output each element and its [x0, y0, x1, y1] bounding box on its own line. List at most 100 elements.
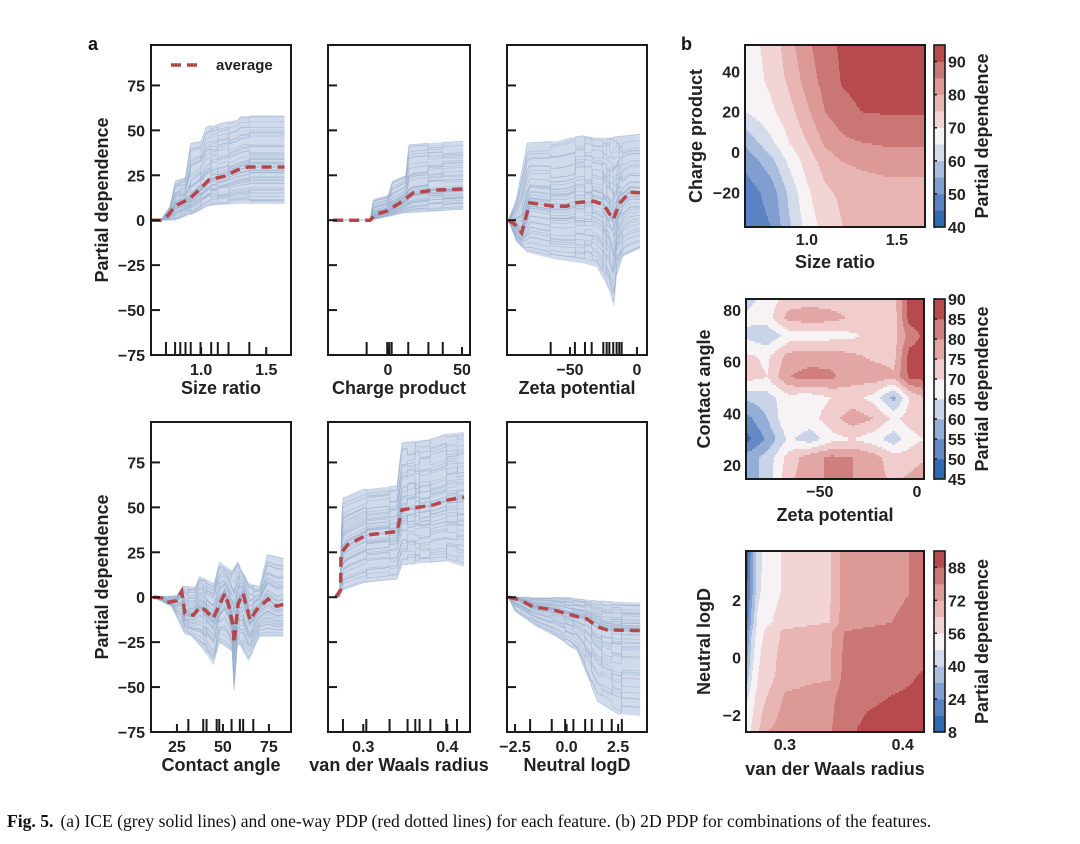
contour-band-segment: [778, 375, 791, 378]
ice-line: [508, 206, 640, 238]
contour-band-segment: [746, 721, 752, 724]
contour-band-segment: [746, 687, 750, 690]
contour-band-segment: [750, 627, 753, 630]
contour-band-segment: [746, 691, 750, 694]
contour-band-segment: [788, 89, 803, 92]
contour-band-segment: [753, 555, 756, 558]
contour-band-segment: [908, 383, 924, 386]
contour-field: [746, 299, 924, 479]
contour-band-segment: [769, 689, 792, 692]
contour-band-segment: [843, 649, 924, 652]
contour-band-segment: [815, 215, 841, 218]
contour-band-segment: [745, 45, 760, 48]
contour-band-segment: [753, 577, 756, 580]
contour-band-segment: [747, 683, 751, 686]
contour-band-segment: [753, 713, 762, 716]
contour-band-segment: [762, 59, 782, 62]
contour-band-segment: [746, 331, 776, 334]
contour-band-segment: [837, 45, 925, 48]
colorbar-frame: [933, 550, 946, 733]
ice-line: [508, 214, 640, 261]
contour-band-segment: [758, 141, 774, 144]
contour-band-segment: [773, 395, 824, 398]
contour-band-segment: [760, 723, 774, 726]
contour-band-segment: [823, 421, 845, 424]
contour-band-segment: [794, 373, 835, 376]
contour-band-segment: [746, 473, 759, 476]
contour-band-segment: [746, 707, 754, 710]
contour-band-segment: [804, 135, 820, 138]
contour-band-segment: [759, 603, 777, 606]
contour-band-segment: [894, 365, 901, 368]
contour-band-segment: [757, 625, 767, 628]
contour-band-segment: [840, 579, 909, 582]
contour-band-segment: [784, 73, 800, 76]
contour-band-segment: [791, 97, 806, 100]
contour-band-segment: [796, 49, 812, 52]
contour-band-segment: [745, 51, 761, 54]
contour-band-segment: [776, 385, 794, 388]
contour-band-segment: [840, 595, 908, 598]
contour-band-segment: [751, 613, 754, 616]
contour-band-segment: [802, 165, 819, 168]
contour-band-segment: [763, 635, 780, 638]
contour-band-segment: [842, 663, 924, 666]
ice-line: [508, 164, 640, 221]
contour-band-segment: [784, 461, 799, 464]
contour-band-segment: [752, 629, 756, 632]
contour-band-segment: [764, 205, 778, 208]
contour-band-segment: [755, 641, 762, 644]
contour-band-segment: [803, 167, 820, 170]
contour-band-segment: [781, 175, 792, 178]
contour-band-segment: [760, 361, 769, 364]
contour-band-segment: [750, 575, 753, 578]
contour-band-segment: [909, 591, 924, 594]
contour-band-segment: [838, 689, 903, 692]
contour-band-segment: [774, 723, 833, 726]
contour-band-segment: [840, 581, 909, 584]
contour-band-segment: [764, 125, 783, 128]
contour-band-segment: [747, 701, 755, 704]
contour-field: [745, 45, 925, 227]
y-tick-label: −50: [118, 680, 145, 697]
contour-band-segment: [752, 153, 769, 156]
contour-band-segment: [768, 371, 779, 374]
y-tick-label: 60: [723, 355, 741, 372]
ice-line: [151, 158, 285, 221]
contour-band-segment: [746, 359, 759, 362]
colorbar-tick-label: 80: [948, 332, 966, 349]
contour-band-segment: [762, 559, 781, 562]
contour-band-segment: [756, 559, 762, 562]
contour-band-segment: [769, 221, 780, 224]
contour-band-segment: [745, 157, 756, 160]
contour-band-segment: [797, 469, 824, 472]
contour-band-segment: [751, 615, 754, 618]
contour-band-segment: [770, 357, 783, 360]
contour-band-segment: [745, 133, 751, 136]
contour-band-segment: [746, 315, 773, 318]
ice-line: [335, 542, 465, 598]
x-tick-label: 50: [214, 739, 232, 756]
contour-band-segment: [824, 467, 853, 470]
contour-band-segment: [754, 653, 761, 656]
contour-band-segment: [748, 577, 750, 580]
contour-band-segment: [749, 695, 755, 698]
contour-band-segment: [787, 161, 801, 164]
x-axis-label: Contact angle: [161, 755, 280, 775]
contour-band-segment: [747, 595, 750, 598]
contour-band-segment: [842, 669, 923, 672]
contour-band-segment: [848, 437, 856, 440]
contour-band-segment: [788, 197, 799, 200]
contour-band-segment: [786, 133, 803, 136]
contour-band-segment: [759, 463, 773, 466]
contour-band-segment: [811, 195, 835, 198]
contour-band-segment: [784, 127, 801, 130]
colorbar-band: [934, 699, 945, 716]
contour-band-segment: [748, 555, 751, 558]
contour-band-segment: [746, 469, 759, 472]
contour-band-segment: [746, 335, 781, 338]
contour-band-segment: [778, 387, 828, 390]
contour-band-segment: [829, 427, 879, 430]
contour-band-segment: [746, 305, 752, 308]
contour-band-segment: [853, 457, 882, 460]
